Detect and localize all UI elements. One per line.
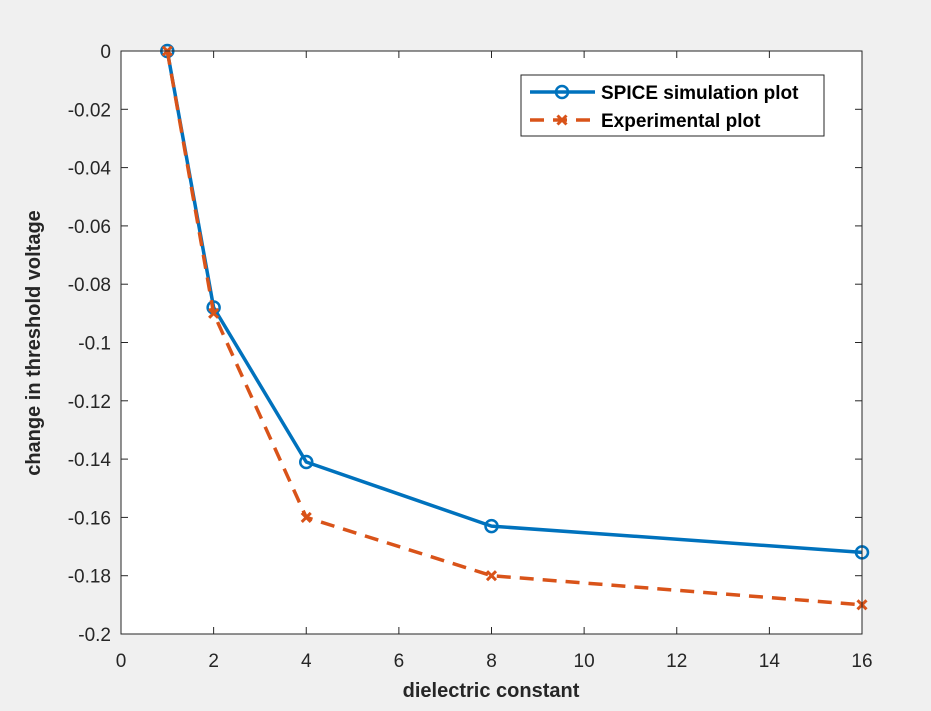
y-tick-label: 0 <box>100 42 111 63</box>
x-axis-label: dielectric constant <box>403 680 580 702</box>
data-point <box>484 518 499 534</box>
x-tick-label: 8 <box>486 651 497 672</box>
legend-box <box>520 74 825 137</box>
y-tick-label: -0.14 <box>68 450 112 471</box>
x-tick-label: 0 <box>116 651 127 672</box>
legend: SPICE simulation plot Experimental plot <box>520 74 825 137</box>
data-point <box>485 570 498 582</box>
x-tick-label: 12 <box>666 651 687 672</box>
x-tick-label: 4 <box>301 651 312 672</box>
data-point <box>299 454 314 470</box>
x-tick-label: 16 <box>851 651 872 672</box>
y-tick-label: -0.12 <box>68 392 111 413</box>
y-tick-label: -0.08 <box>68 275 111 296</box>
legend-swatch-marker <box>556 114 568 126</box>
y-tick-label: -0.16 <box>68 508 111 529</box>
legend-entries: SPICE simulation plot Experimental plot <box>530 83 799 132</box>
data-point <box>300 511 312 523</box>
series-layer <box>160 43 870 611</box>
legend-label: SPICE simulation plot <box>601 83 799 104</box>
y-tick-label: -0.18 <box>68 567 111 588</box>
legend-label: Experimental plot <box>601 111 761 132</box>
x-tick-label: 14 <box>759 651 781 672</box>
y-tick-label: -0.1 <box>78 334 111 355</box>
y-axis-ticks: 0 -0.02 -0.04 -0.06 -0.08 -0.1 -0.12 -0.14 -0.16… <box>68 42 862 646</box>
plot-area <box>121 51 862 634</box>
y-tick-label: -0.06 <box>68 217 111 238</box>
y-tick-label: -0.2 <box>78 625 111 646</box>
series-experimental <box>161 45 868 611</box>
x-tick-label: 6 <box>394 651 405 672</box>
data-point <box>208 307 220 319</box>
legend-swatch-marker <box>554 84 570 100</box>
x-tick-label: 10 <box>574 651 595 672</box>
x-tick-label: 2 <box>208 651 219 672</box>
y-tick-label: -0.02 <box>68 100 111 121</box>
x-axis-ticks: 0 2 4 6 8 10 12 14 16 <box>116 51 873 672</box>
y-axis-label: change in threshold voltage <box>23 210 45 476</box>
y-tick-label: -0.04 <box>68 159 112 180</box>
